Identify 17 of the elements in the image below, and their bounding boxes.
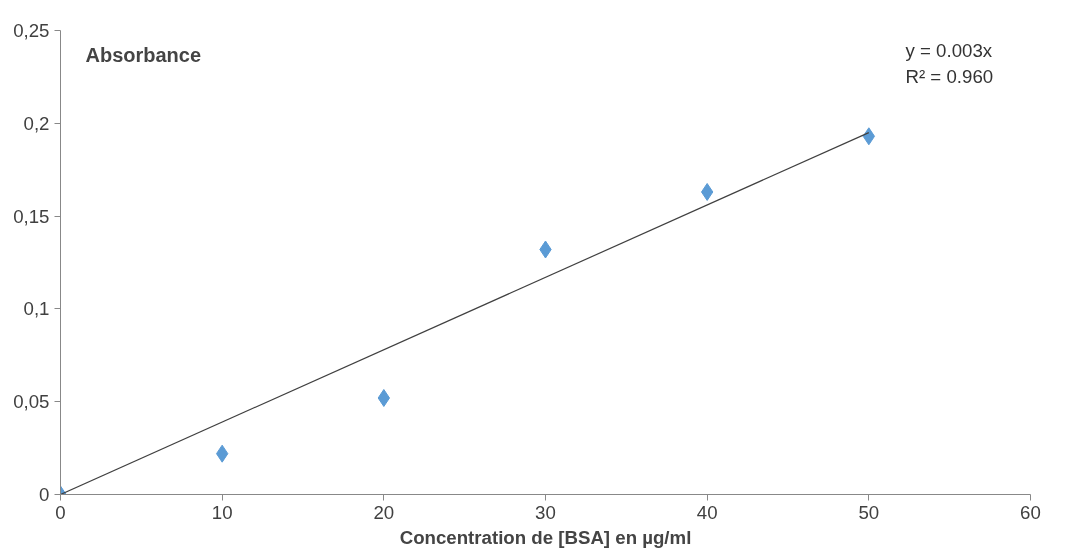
x-tick-label: 50 xyxy=(858,501,880,523)
y-tick-label: 0,2 xyxy=(23,112,50,134)
y-tick-label: 0,15 xyxy=(13,205,50,227)
y-tick-label: 0,05 xyxy=(13,391,50,413)
annotation: R² = 0.960 xyxy=(905,65,994,87)
text: Absorbance xyxy=(85,43,202,66)
y-tick-label: 0 xyxy=(39,484,50,505)
x-axis-title: Concentration de [BSA] en µg/ml xyxy=(399,526,692,548)
x-tick-label: 60 xyxy=(1020,501,1041,523)
x-tick-label: 30 xyxy=(535,501,556,523)
y-tick-label: 0,25 xyxy=(13,20,50,41)
x-tick-label: 10 xyxy=(211,501,233,523)
y-tick-label: 0,1 xyxy=(23,298,50,320)
x-tick-label: 40 xyxy=(696,501,718,523)
x-tick-label: 0 xyxy=(55,501,66,523)
annotation: y = 0.003x xyxy=(905,39,993,61)
x-tick-label: 20 xyxy=(373,501,395,523)
